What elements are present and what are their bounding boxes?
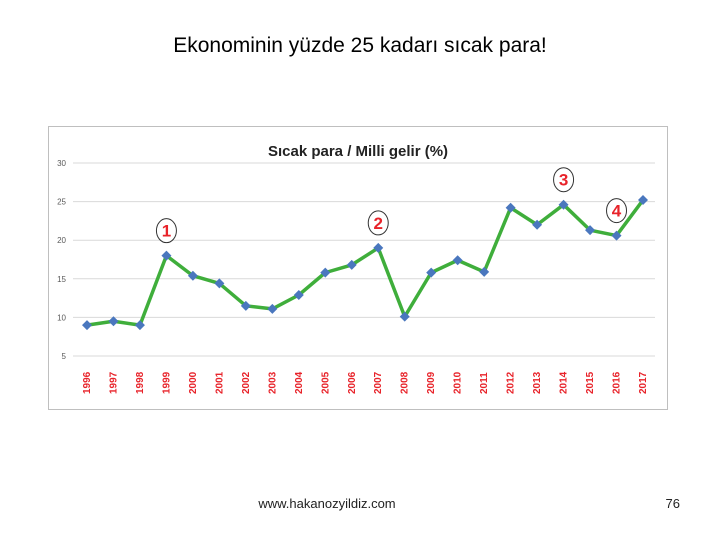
data-point: [214, 278, 225, 289]
x-tick-label: 2011: [479, 372, 490, 394]
data-series: [82, 195, 648, 331]
data-point: [399, 311, 410, 322]
data-point: [373, 242, 384, 253]
x-tick-label: 1998: [135, 371, 146, 394]
x-tick-label: 2017: [638, 371, 649, 394]
x-tick-label: 2013: [532, 371, 543, 394]
page-number: 76: [665, 496, 680, 511]
chart-frame: Sıcak para / Milli gelir (%) 30 25 20 15 10 5…: [48, 126, 668, 410]
annotation-circle: [553, 167, 575, 193]
x-tick-label: 2001: [214, 371, 225, 394]
data-point: [558, 199, 569, 210]
annotation-label: 3: [559, 171, 568, 190]
x-tick-label: 2002: [241, 371, 252, 394]
x-tick-label: 1999: [161, 371, 172, 394]
x-tick-label: 2014: [559, 371, 570, 394]
data-point: [82, 320, 92, 331]
annotation-label: 2: [374, 214, 383, 233]
y-tick-label: 5: [62, 352, 67, 361]
y-tick-label: 25: [57, 198, 66, 207]
y-axis-ticks: 30 25 20 15 10 5: [57, 159, 66, 361]
data-point: [293, 290, 304, 301]
data-point: [505, 202, 516, 213]
data-point: [346, 259, 357, 270]
x-tick-label: 2005: [320, 371, 331, 394]
grid-lines: [73, 162, 655, 357]
line-chart: Sıcak para / Milli gelir (%) 30252015105…: [57, 143, 655, 394]
x-tick-label: 2008: [400, 371, 411, 394]
x-tick-label: 2015: [585, 371, 596, 394]
x-tick-label: 2007: [373, 371, 384, 394]
data-point: [638, 195, 648, 206]
annotations: 1 2 3 4: [155, 167, 628, 244]
slide-title: Ekonominin yüzde 25 kadarı sıcak para!: [173, 34, 547, 57]
y-tick-label: 10: [57, 313, 66, 322]
y-tick-label: 30: [57, 159, 66, 168]
data-point: [320, 267, 331, 278]
series-line: [86, 199, 645, 327]
chart-title: Sıcak para / Milli gelir (%): [268, 143, 448, 160]
footer-url[interactable]: www.hakanozyildiz.com: [258, 496, 396, 511]
data-point: [108, 316, 119, 327]
data-point: [240, 300, 251, 311]
data-point: [611, 230, 622, 241]
data-point: [532, 219, 543, 230]
x-axis-ticks: 1996 1997 1998 1999 2000 2001 2002 2003 2004 2005…: [82, 371, 649, 394]
y-tick-label: 20: [57, 236, 66, 245]
y-tick-label: 15: [57, 275, 66, 284]
x-tick-label: 2006: [347, 371, 358, 394]
x-tick-label: 2016: [612, 371, 623, 394]
data-point: [452, 255, 463, 266]
data-point: [134, 320, 145, 331]
x-tick-label: 2012: [506, 371, 517, 394]
x-tick-label: 2010: [453, 371, 464, 394]
x-tick-label: 2003: [267, 371, 278, 394]
annotation-circle: [606, 198, 628, 224]
data-point: [479, 266, 490, 277]
x-tick-label: 2004: [294, 371, 305, 394]
data-point: [187, 270, 198, 281]
x-tick-label: 2000: [188, 371, 199, 394]
data-point: [426, 267, 437, 278]
data-point: [267, 303, 278, 314]
annotation-label: 4: [612, 202, 622, 221]
x-tick-label: 1996: [82, 371, 93, 394]
x-tick-label: 1997: [108, 371, 119, 394]
data-point: [161, 250, 172, 261]
annotation-label: 1: [162, 222, 171, 241]
annotation-circle: [155, 218, 177, 244]
x-tick-label: 2009: [426, 371, 437, 394]
annotation-circle: [367, 210, 389, 236]
data-point: [585, 225, 596, 236]
